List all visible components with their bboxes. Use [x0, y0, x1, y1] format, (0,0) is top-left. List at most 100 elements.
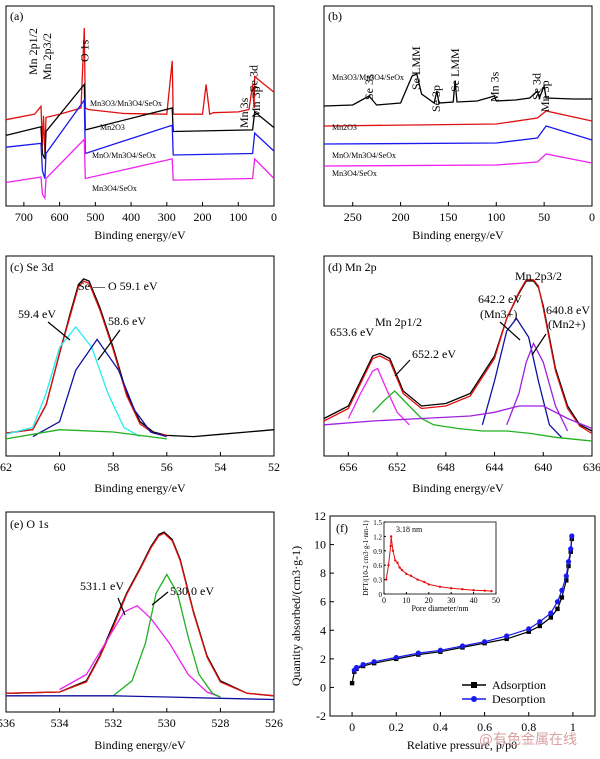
inset-point	[405, 572, 408, 576]
annotation: 652.2 eV	[412, 347, 456, 361]
panel-f-ylabel: Quantity absorbed/(cm3·g-1)	[289, 546, 303, 686]
data-point	[504, 633, 510, 639]
series-line	[506, 341, 569, 432]
panel-a-xlabel: Binding energy/eV	[94, 228, 186, 242]
y-tick-label: 10	[314, 538, 326, 552]
legend-label: Adsorption	[492, 678, 546, 692]
x-tick-label: 0	[589, 210, 595, 224]
series-label: Mn3O3/Mn3O4/SeOx	[90, 99, 162, 108]
inset-point	[450, 587, 453, 590]
peak-label: Se 3d	[529, 73, 543, 100]
data-point	[360, 661, 366, 668]
y-tick-label: -2	[316, 709, 326, 723]
inset-x-tick-label: 10	[402, 596, 410, 605]
panel-a-plot: 700 600 500 400 300 200 100 0 Mn 2p1/2 Mn 2p3/2 O …	[5, 27, 277, 224]
inset-point	[394, 559, 397, 562]
annotation-arrow	[499, 321, 521, 341]
peak-label: Se LMM	[448, 48, 462, 92]
x-tick-label: 56	[161, 460, 173, 474]
data-point	[548, 610, 554, 616]
panel-d-plot: 656 652 648 644 640 636 Mn 2p3/2 642.2 eV(Mn3+)…	[323, 269, 600, 474]
data-point	[537, 619, 543, 625]
series-line	[112, 573, 221, 698]
x-tick-label: 530	[158, 716, 176, 730]
inset-x-tick-label: 40	[470, 596, 478, 605]
panel-e-xlabel: Binding energy/eV	[94, 738, 186, 752]
inset-x-tick-label: 50	[492, 596, 500, 605]
series-line	[5, 325, 141, 438]
panel-a-label: (a)	[10, 9, 23, 23]
x-tick-label: 0.6	[477, 720, 492, 734]
data-point	[351, 667, 357, 673]
inset-y-tick-label: 0.3	[373, 577, 382, 585]
x-tick-label: 536	[0, 716, 15, 730]
panel-b-plot: 250 200 150 100 50 0 Se 3s Se LMM Se 3p Se LMM Mn …	[323, 46, 595, 224]
y-tick-label: 4	[320, 623, 326, 637]
series-line	[323, 279, 593, 435]
inset-ylabel: DFT/(10-2 cm3·g-1·nm-1)	[362, 520, 370, 596]
data-point	[415, 650, 421, 656]
inset-point	[385, 578, 388, 581]
inset-point	[483, 589, 486, 592]
x-tick-label: 300	[158, 210, 176, 224]
inset-x-tick-label: 20	[425, 596, 433, 605]
annotation: (Mn2+)	[548, 317, 585, 331]
series-line	[323, 110, 593, 127]
series-label: Mn3O3/Mn3O4/SeOx	[332, 73, 404, 82]
panel-a: (a) 700 600 500 400 300 200 100 0 Mn 2p1/2 Mn 2p3…	[5, 5, 277, 242]
data-point	[564, 578, 569, 583]
inset-x-tick-label: 30	[447, 596, 455, 605]
data-point	[371, 659, 377, 665]
data-point	[569, 533, 575, 539]
annotation-arrow	[47, 321, 71, 341]
panel-c-xlabel: Binding energy/eV	[94, 481, 186, 495]
annotation: 653.6 eV	[330, 325, 374, 339]
data-point	[559, 595, 565, 600]
annotation: 642.2 eV	[478, 292, 522, 306]
panel-f-label: (f)	[336, 521, 348, 535]
inset-point	[387, 564, 390, 567]
data-point	[526, 626, 532, 632]
x-tick-label: 0.8	[521, 720, 536, 734]
peak-label: Mn 3p	[538, 80, 552, 112]
x-tick-label: 250	[344, 210, 362, 224]
peak-label: Se 3s	[362, 74, 376, 100]
y-tick-label: 0	[320, 680, 326, 694]
x-tick-label: 600	[51, 210, 69, 224]
x-tick-label: 636	[583, 460, 600, 474]
x-tick-label: 648	[437, 460, 455, 474]
data-point	[481, 639, 488, 645]
series-line	[5, 98, 275, 179]
annotation-arrow	[151, 591, 169, 606]
inset-point	[438, 585, 442, 588]
annotation: 58.6 eV	[108, 314, 146, 328]
peak-label: O 1s	[77, 39, 91, 62]
watermark: @有色金属在线	[479, 731, 577, 748]
data-point	[568, 546, 574, 552]
x-tick-label: 58	[107, 460, 119, 474]
data-point	[563, 573, 569, 579]
series-label: Mn3O4/SeOx	[332, 169, 377, 178]
panel-d: (d) Mn 2p 656 652 648 644 640 636 Mn 2p3/2 642.…	[323, 255, 600, 495]
peak-label: Mn 3s	[237, 97, 251, 128]
data-point	[349, 680, 355, 686]
inset-point	[396, 561, 399, 564]
inset-y-tick-label: 0.9	[373, 548, 382, 556]
inset-point	[409, 574, 413, 577]
inset-annotation: 3.18 nm	[396, 525, 423, 534]
series-line	[6, 695, 275, 701]
panel-d-frame	[323, 255, 593, 457]
series-label: MnO/Mn3O4/SeOx	[92, 151, 156, 160]
x-tick-label: 0	[271, 210, 277, 224]
series-line	[5, 429, 167, 440]
data-point	[559, 587, 565, 593]
data-point	[393, 654, 399, 661]
data-point	[548, 615, 554, 620]
panel-f: (f) 0 0.2 0.4 0.6 0.8 1-2024681012AdsorptionD…	[289, 509, 596, 752]
x-tick-label: 500	[86, 210, 104, 224]
x-tick-label: 150	[439, 210, 457, 224]
x-tick-label: 0	[349, 720, 355, 734]
data-point	[504, 636, 509, 642]
inset-point	[400, 568, 404, 572]
x-tick-label: 52	[268, 460, 280, 474]
